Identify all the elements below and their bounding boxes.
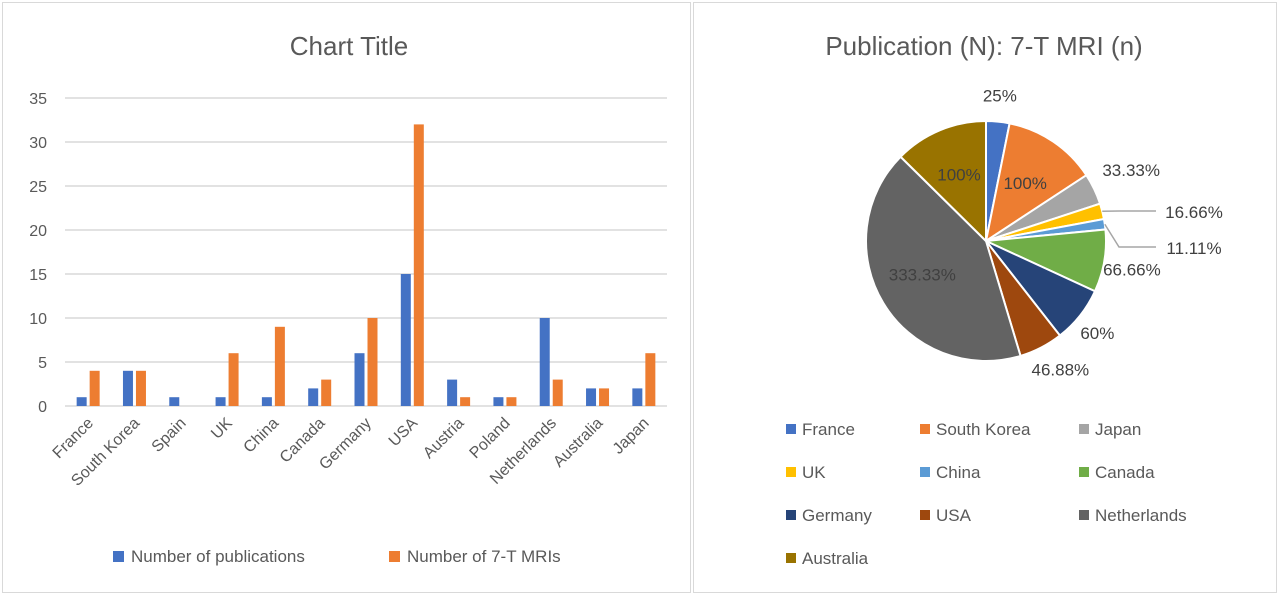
legend-label: China	[936, 463, 981, 482]
x-tick-label: Japan	[610, 415, 653, 458]
legend-label: Number of 7-T MRIs	[407, 547, 561, 566]
bar-publications	[539, 318, 550, 406]
bar-7t-mris	[367, 318, 378, 406]
bar-publications	[308, 388, 319, 406]
legend-swatch	[389, 551, 400, 562]
x-tick-label: Australia	[550, 415, 606, 471]
y-tick-label: 30	[29, 135, 47, 152]
pie-data-label: 25%	[983, 87, 1017, 106]
bar-publications	[215, 397, 226, 406]
y-tick-label: 20	[29, 223, 47, 240]
legend-swatch	[920, 467, 930, 477]
legend-swatch	[1079, 467, 1089, 477]
x-tick-label: USA	[386, 415, 422, 451]
legend-swatch	[113, 551, 124, 562]
legend-label: Netherlands	[1095, 506, 1187, 525]
bar-publications	[493, 397, 504, 406]
pie-data-label: 100%	[1003, 174, 1046, 193]
bar-7t-mris	[228, 353, 239, 406]
pie-chart-panel: Publication (N): 7-T MRI (n) 25% 100% 33.3…	[693, 2, 1277, 593]
bar-7t-mris	[274, 326, 285, 406]
pie-slice-netherlands	[865, 155, 1022, 362]
pie-slice-south-korea	[984, 122, 1088, 244]
y-tick-label: 5	[38, 355, 47, 372]
leader-line	[1104, 223, 1156, 248]
bar-7t-mris	[135, 370, 146, 406]
bar-publications	[354, 353, 365, 406]
bar-7t-mris	[645, 353, 656, 406]
bar-chart-title: Chart Title	[290, 31, 409, 61]
bar-publications	[447, 379, 458, 406]
legend-label: USA	[936, 506, 972, 525]
legend-swatch	[786, 424, 796, 434]
legend-label: Number of publications	[131, 547, 305, 566]
y-tick-label: 35	[29, 91, 47, 108]
legend-label: Canada	[1095, 463, 1155, 482]
bar-publications	[632, 388, 643, 406]
bar-publications	[261, 397, 272, 406]
pie-slice-australia	[899, 119, 987, 244]
bar-7t-mris	[506, 397, 517, 406]
legend-label: UK	[802, 463, 826, 482]
legend-label: Germany	[802, 506, 872, 525]
pie-data-label: 60%	[1080, 324, 1114, 343]
legend-swatch	[786, 553, 796, 563]
legend-swatch	[920, 510, 930, 520]
legend-label: Japan	[1095, 420, 1141, 439]
bar-7t-mris	[552, 379, 563, 406]
legend-label: South Korea	[936, 420, 1031, 439]
bar-publications	[122, 370, 133, 406]
legend-swatch	[786, 467, 796, 477]
pie-data-label: 11.11%	[1166, 239, 1221, 258]
bar-publications	[400, 274, 411, 406]
x-tick-label: China	[241, 415, 283, 457]
bar-publications	[586, 388, 597, 406]
y-tick-label: 0	[38, 399, 47, 416]
y-tick-label: 15	[29, 267, 47, 284]
pie-data-label: 46.88%	[1032, 360, 1090, 379]
pie-data-label: 100%	[937, 165, 980, 184]
bar-7t-mris	[460, 397, 471, 406]
x-tick-label: UK	[208, 415, 236, 443]
legend-swatch	[1079, 510, 1089, 520]
pie-chart: Publication (N): 7-T MRI (n) 25% 100% 33.3…	[786, 31, 1223, 568]
bar-7t-mris	[599, 388, 610, 406]
bar-7t-mris	[89, 370, 100, 406]
legend-label: France	[802, 420, 855, 439]
pie-data-label: 33.33%	[1102, 161, 1160, 180]
legend-label: Australia	[802, 549, 869, 568]
legend-swatch	[786, 510, 796, 520]
legend-swatch	[920, 424, 930, 434]
y-tick-label: 25	[29, 179, 47, 196]
pie-data-label: 66.66%	[1103, 261, 1161, 280]
y-tick-label: 10	[29, 311, 47, 328]
legend-swatch	[1079, 424, 1089, 434]
pie-data-label: 333.33%	[889, 266, 956, 285]
bar-publications	[76, 397, 87, 406]
bar-7t-mris	[321, 379, 332, 406]
pie-chart-title: Publication (N): 7-T MRI (n)	[825, 31, 1142, 61]
x-tick-label: Austria	[420, 415, 467, 462]
bar-7t-mris	[413, 124, 424, 407]
bar-publications	[169, 397, 180, 406]
bar-chart-panel: Chart Title 0 5 10 15 20 25 30 35 France South Ko…	[2, 2, 691, 593]
x-tick-label: Spain	[149, 415, 190, 456]
pie-data-label: 16.66%	[1165, 203, 1223, 222]
